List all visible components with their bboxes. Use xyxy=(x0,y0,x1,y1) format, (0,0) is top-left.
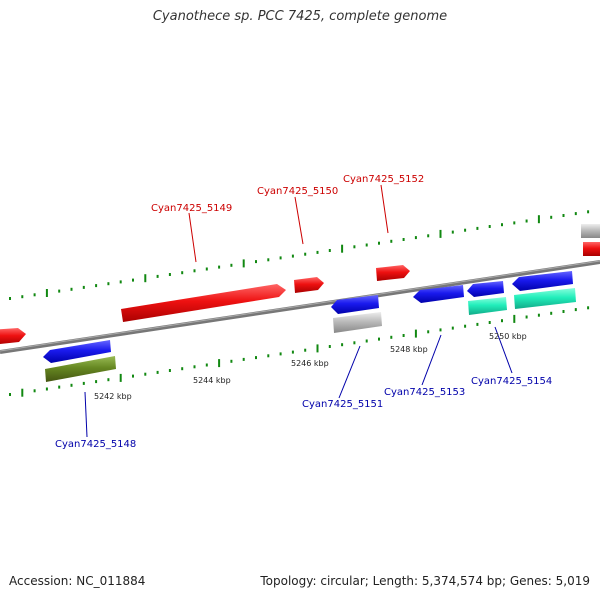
gene-label-cyan7425-5152[interactable]: Cyan7425_5152 xyxy=(343,174,424,185)
gene-label-cyan7425-5150[interactable]: Cyan7425_5150 xyxy=(257,186,338,197)
gene-label-cyan7425-5154[interactable]: Cyan7425_5154 xyxy=(471,376,552,387)
gene-label-cyan7425-5151[interactable]: Cyan7425_5151 xyxy=(302,399,383,410)
gene-arrow-blue-right[interactable] xyxy=(512,271,573,291)
label-leaders xyxy=(84,184,513,438)
gene-arrow-cyan7425-5151[interactable] xyxy=(331,295,379,314)
gene-box-teal-right[interactable] xyxy=(514,288,576,309)
gene-arrow-cyan7425-5154[interactable] xyxy=(467,281,504,297)
gene-box-teal-left[interactable] xyxy=(468,297,507,315)
gene-label-cyan7425-5153[interactable]: Cyan7425_5153 xyxy=(384,387,465,398)
accession-text: Accession: NC_011884 xyxy=(9,574,146,588)
scale-label-5250: 5250 kbp xyxy=(489,332,527,341)
gene-label-cyan7425-5148[interactable]: Cyan7425_5148 xyxy=(55,439,136,450)
gene-box-grey[interactable] xyxy=(333,312,382,333)
gene-arrow-cyan7425-5150[interactable] xyxy=(294,277,324,293)
gene-labels: Cyan7425_5149 Cyan7425_5150 Cyan7425_515… xyxy=(55,174,552,450)
scale-label-5244: 5244 kbp xyxy=(193,376,231,385)
gene-box-right-edge-red[interactable] xyxy=(583,242,600,256)
forward-genes xyxy=(0,224,600,345)
reverse-strand-tick-row xyxy=(9,306,590,397)
gene-arrow-cyan7425-5147[interactable] xyxy=(0,328,26,345)
gene-box-right-edge-grey[interactable] xyxy=(581,224,600,238)
scale-label-5246: 5246 kbp xyxy=(291,359,329,368)
gene-box-olive[interactable] xyxy=(45,356,116,382)
map-title: Cyanothece sp. PCC 7425, complete genome xyxy=(152,9,448,24)
genome-summary-text: Topology: circular; Length: 5,374,574 bp… xyxy=(260,574,590,588)
gene-arrow-cyan7425-5149[interactable] xyxy=(121,284,286,322)
gene-label-cyan7425-5149[interactable]: Cyan7425_5149 xyxy=(151,203,232,214)
gene-arrow-cyan7425-5152[interactable] xyxy=(376,265,410,281)
genome-backbone xyxy=(0,260,600,354)
scale-label-5248: 5248 kbp xyxy=(390,345,428,354)
scale-labels: 5242 kbp 5244 kbp 5246 kbp 5248 kbp 5250… xyxy=(94,332,527,401)
reverse-genes xyxy=(43,271,576,382)
gene-arrow-cyan7425-5153[interactable] xyxy=(413,285,464,303)
scale-label-5242: 5242 kbp xyxy=(94,392,132,401)
gene-arrow-cyan7425-5148[interactable] xyxy=(43,340,111,363)
forward-strand-tick-row xyxy=(9,210,590,300)
